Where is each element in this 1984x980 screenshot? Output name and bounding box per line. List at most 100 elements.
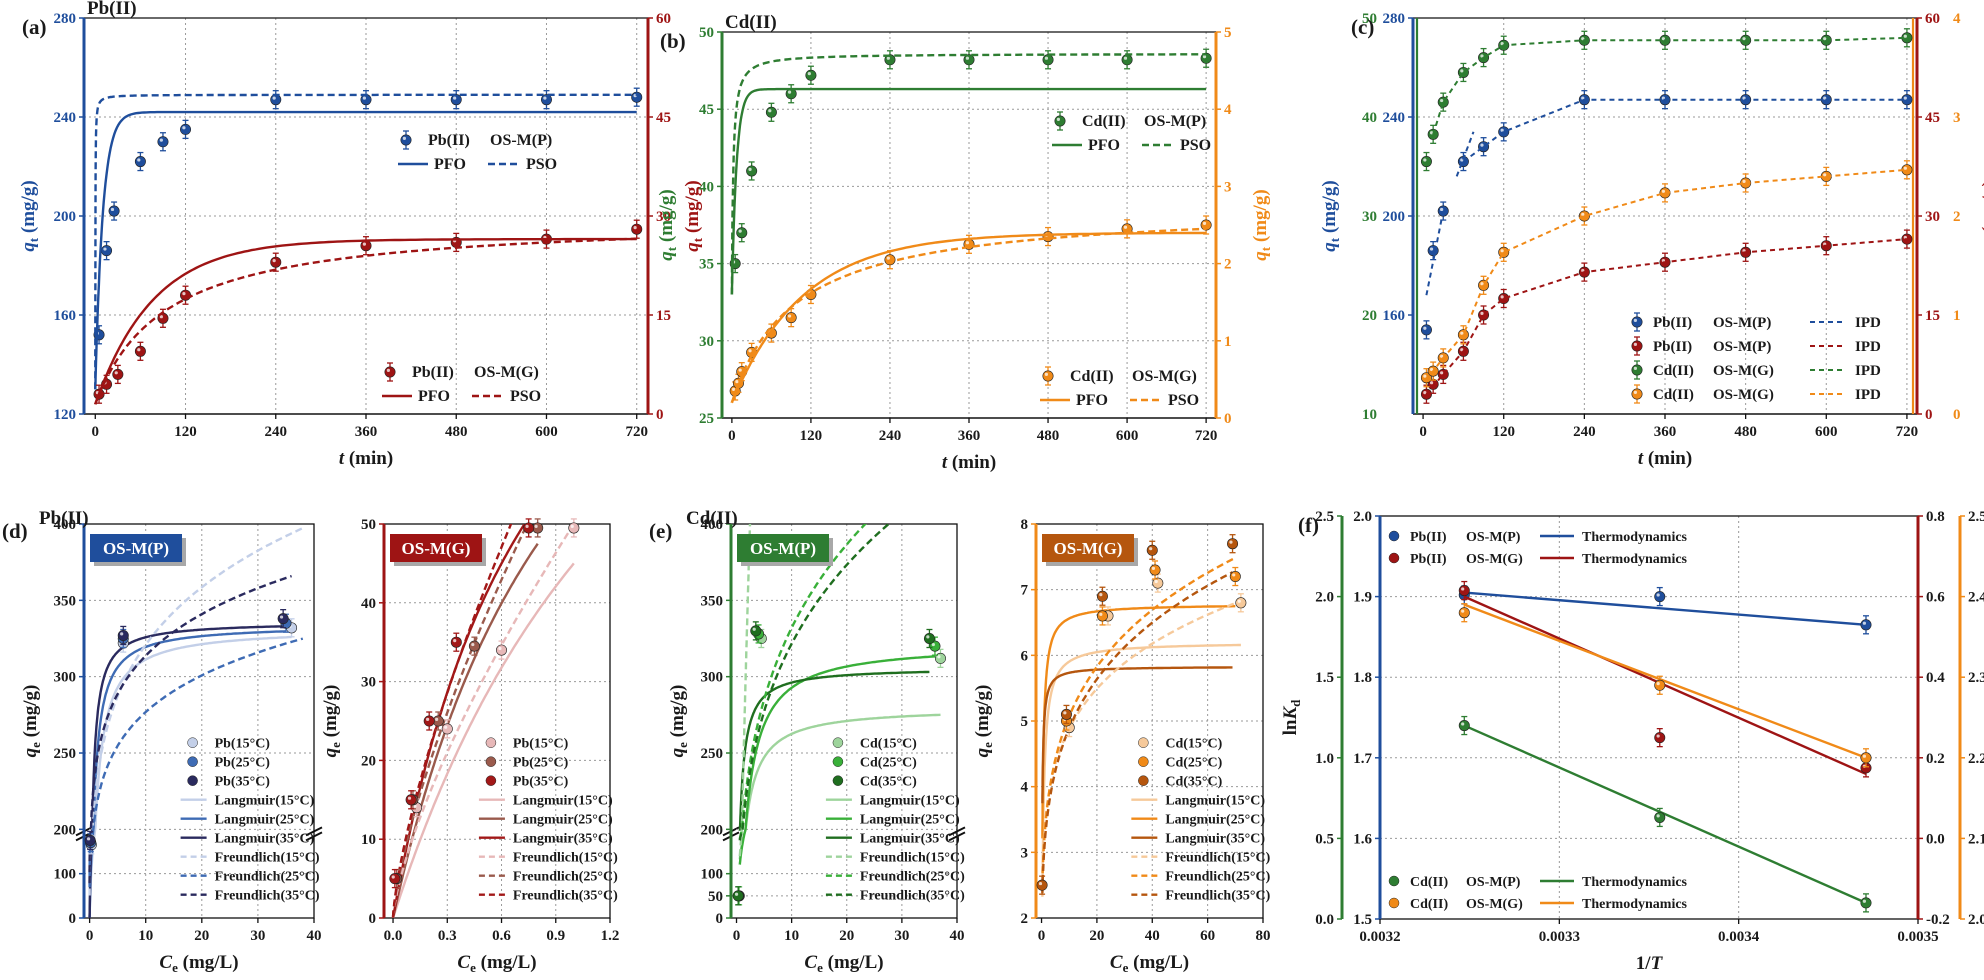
y-tick-label-inner-left: 10 [1362, 407, 1377, 423]
axis-label-part: q [1979, 242, 1984, 252]
panel-label: (b) [660, 29, 686, 53]
data-point [1740, 173, 1752, 193]
data-point [101, 240, 113, 261]
marker-highlight [1461, 609, 1465, 613]
label-box-text: OS-M(G) [1054, 539, 1123, 558]
pso-fit-line [730, 227, 1207, 404]
data-point [1227, 534, 1239, 554]
y-tick-label-red: -0.2 [1926, 912, 1950, 928]
data-point [923, 628, 935, 649]
marker-highlight [1633, 318, 1637, 322]
legend-label: Langmuir(25°C) [513, 813, 613, 828]
legend-marker [1388, 530, 1400, 542]
x-tick-label: 0 [1038, 928, 1046, 944]
y-tick-label: 4 [1021, 780, 1029, 796]
marker-highlight [734, 892, 739, 896]
axis-label-part: (mg/g) [972, 685, 993, 743]
marker-highlight [1862, 754, 1866, 758]
axis-label-part: t [942, 452, 948, 473]
marker-highlight [1903, 96, 1907, 100]
axis-label-part: q [320, 747, 341, 757]
y-tick-label-left: 30 [699, 334, 714, 350]
y-tick-label: 7 [1021, 583, 1029, 599]
data-marker [923, 633, 935, 645]
data-point [1235, 593, 1247, 613]
y-tick-label-red: 0.6 [1926, 590, 1945, 606]
data-point [732, 886, 744, 906]
legend-label: OS-M(G) [1713, 387, 1774, 403]
y-axis-label-right: qt (mg/g) [1979, 180, 1984, 251]
y-axis-label: qe (mg/g) [20, 685, 43, 758]
data-point [1420, 320, 1432, 340]
y-tick-label-left: 160 [54, 308, 77, 324]
axis-label-part: (mg/g) [18, 180, 39, 238]
data-point [1458, 580, 1470, 601]
data-point [523, 518, 535, 538]
legend-label: Cd(35°C) [1165, 775, 1222, 790]
legend-label: Langmuir(35°C) [513, 832, 613, 847]
pso-fit-line [94, 93, 637, 390]
freundlich-fit-line [88, 527, 304, 896]
marker-highlight [137, 158, 141, 162]
legend-label: Pb(35°C) [215, 775, 271, 790]
legend-marker [1631, 360, 1643, 380]
marker-highlight [1500, 128, 1504, 132]
marker-highlight [272, 259, 276, 263]
legend-label: Cd(II) [1410, 875, 1448, 890]
data-point [450, 632, 462, 652]
y-tick-label-green: 1.0 [1315, 751, 1334, 767]
legend-marker [187, 756, 198, 767]
langmuir-fit-line [1041, 666, 1233, 804]
marker-highlight [1202, 221, 1207, 225]
marker-highlight [453, 96, 457, 100]
legend-marker [832, 775, 844, 786]
legend-label: Pb(II) [1653, 339, 1692, 355]
data-point [1458, 715, 1470, 736]
axis-label-part: (mg/g) [1250, 189, 1271, 247]
y-tick-label-right: 0 [1925, 407, 1933, 423]
axis-label-part: (mg/g) [667, 685, 688, 743]
legend-marker [1138, 737, 1149, 748]
marker-highlight [1440, 98, 1444, 103]
y-tick-label: 100 [54, 867, 77, 883]
x-tick-label: 0 [728, 428, 736, 444]
marker-highlight [965, 241, 970, 245]
marker-highlight [1656, 682, 1660, 686]
x-tick-label: 600 [1815, 424, 1838, 440]
data-point [360, 90, 372, 110]
axis-label-part: e [470, 960, 476, 975]
legend-marker [1631, 384, 1643, 404]
axis-label-part: (mg/L) [823, 952, 884, 973]
marker-highlight [362, 96, 366, 100]
legend-label: Langmuir(15°C) [860, 794, 960, 809]
legend-marker [1054, 111, 1066, 131]
marker-highlight [1429, 381, 1434, 385]
marker-highlight [1500, 295, 1504, 299]
marker-highlight [1063, 711, 1067, 715]
axis-label-part: (mg/g) [1979, 180, 1984, 238]
data-point [1654, 586, 1666, 607]
marker-highlight [633, 226, 637, 230]
marker-highlight [182, 292, 186, 296]
data-point [1427, 124, 1439, 144]
data-point [134, 151, 146, 172]
legend-marker [1138, 775, 1149, 786]
legend-marker [400, 130, 412, 150]
y-axis-label: qe (mg/g) [667, 685, 690, 758]
data-point [1457, 62, 1469, 83]
marker-highlight [1044, 372, 1048, 376]
x-tick-label: 480 [1734, 424, 1757, 440]
x-tick-label: 360 [958, 428, 981, 444]
thermodynamics-fit-line [1463, 724, 1867, 904]
y-tick-label-left: 200 [1383, 209, 1406, 225]
legend-label: Langmuir(15°C) [215, 794, 315, 809]
y-tick-label: 3 [1021, 845, 1029, 861]
axis-label-part: C [159, 952, 172, 973]
data-point [934, 648, 946, 669]
data-point [1036, 875, 1048, 895]
legend-label: Cd(35°C) [860, 775, 917, 790]
legend-label: Langmuir(25°C) [860, 813, 960, 828]
marker-highlight [1429, 367, 1434, 372]
legend-marker [384, 362, 396, 382]
data-point [1229, 566, 1241, 587]
